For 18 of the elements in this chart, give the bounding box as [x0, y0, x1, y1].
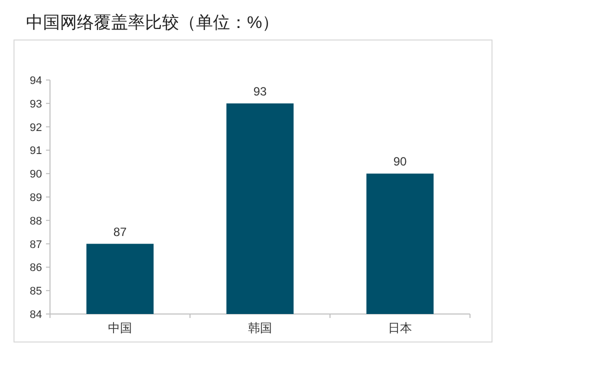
y-tick-label: 85: [30, 286, 42, 298]
data-label: 93: [253, 84, 267, 98]
y-tick-label: 84: [30, 309, 42, 321]
y-tick-label: 94: [30, 75, 42, 87]
y-tick-label: 89: [30, 192, 42, 204]
x-tick-label: 中国: [108, 321, 132, 335]
y-tick-label: 86: [30, 262, 42, 274]
y-tick-label: 93: [30, 98, 42, 110]
y-tick-label: 87: [30, 238, 42, 251]
y-tick-label: 92: [30, 122, 42, 134]
data-label: 90: [393, 154, 407, 169]
y-tick-label: 90: [30, 168, 42, 181]
x-tick-label: 韩国: [248, 321, 272, 335]
y-tick-label: 88: [30, 215, 42, 228]
x-tick-label: 日本: [388, 321, 412, 335]
chart-title: 中国网络覆盖率比较（单位：%）: [26, 13, 280, 32]
y-tick-label: 91: [30, 145, 42, 158]
data-label: 87: [113, 224, 127, 239]
